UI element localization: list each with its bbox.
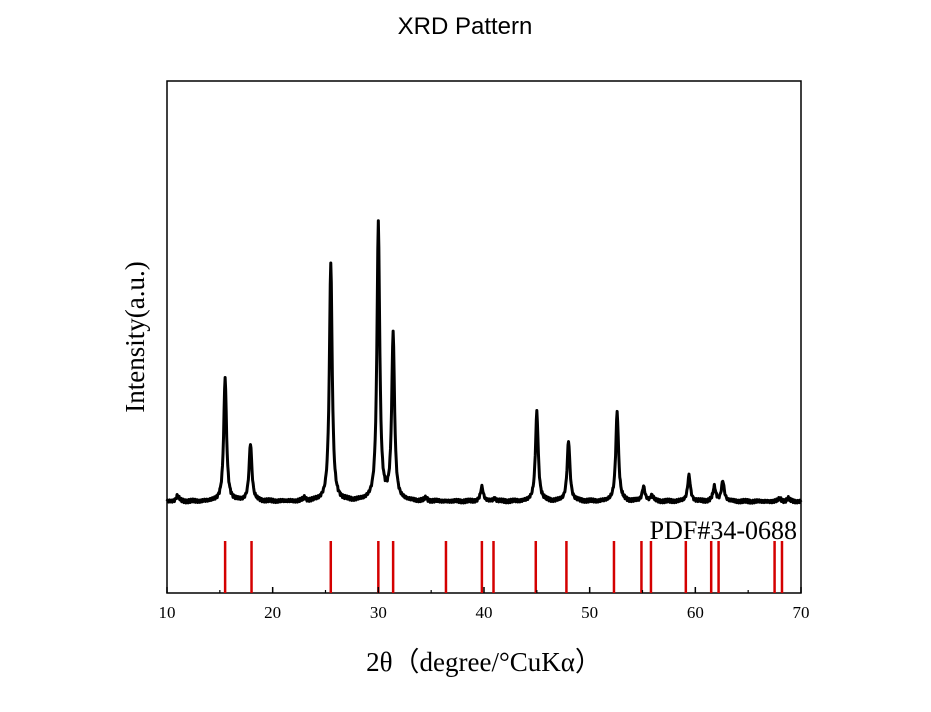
x-tick-label: 50 xyxy=(581,603,598,622)
reference-lines xyxy=(223,541,784,593)
x-tick-label: 30 xyxy=(370,603,387,622)
x-axis-label: 2θ（degree/°CuKα） xyxy=(366,647,602,677)
x-axis-ticks: 10 20 30 40 50 60 70 xyxy=(159,587,810,622)
x-tick-label: 20 xyxy=(264,603,281,622)
chart-title: XRD Pattern xyxy=(398,13,533,40)
y-axis-label: Intensity(a.u.) xyxy=(120,261,150,412)
x-tick-label: 70 xyxy=(793,603,810,622)
x-tick-label: 10 xyxy=(159,603,176,622)
x-tick-label: 40 xyxy=(476,603,493,622)
xrd-pattern-line xyxy=(165,219,803,505)
reference-label: PDF#34-0688 xyxy=(650,516,797,545)
x-tick-label: 60 xyxy=(687,603,704,622)
